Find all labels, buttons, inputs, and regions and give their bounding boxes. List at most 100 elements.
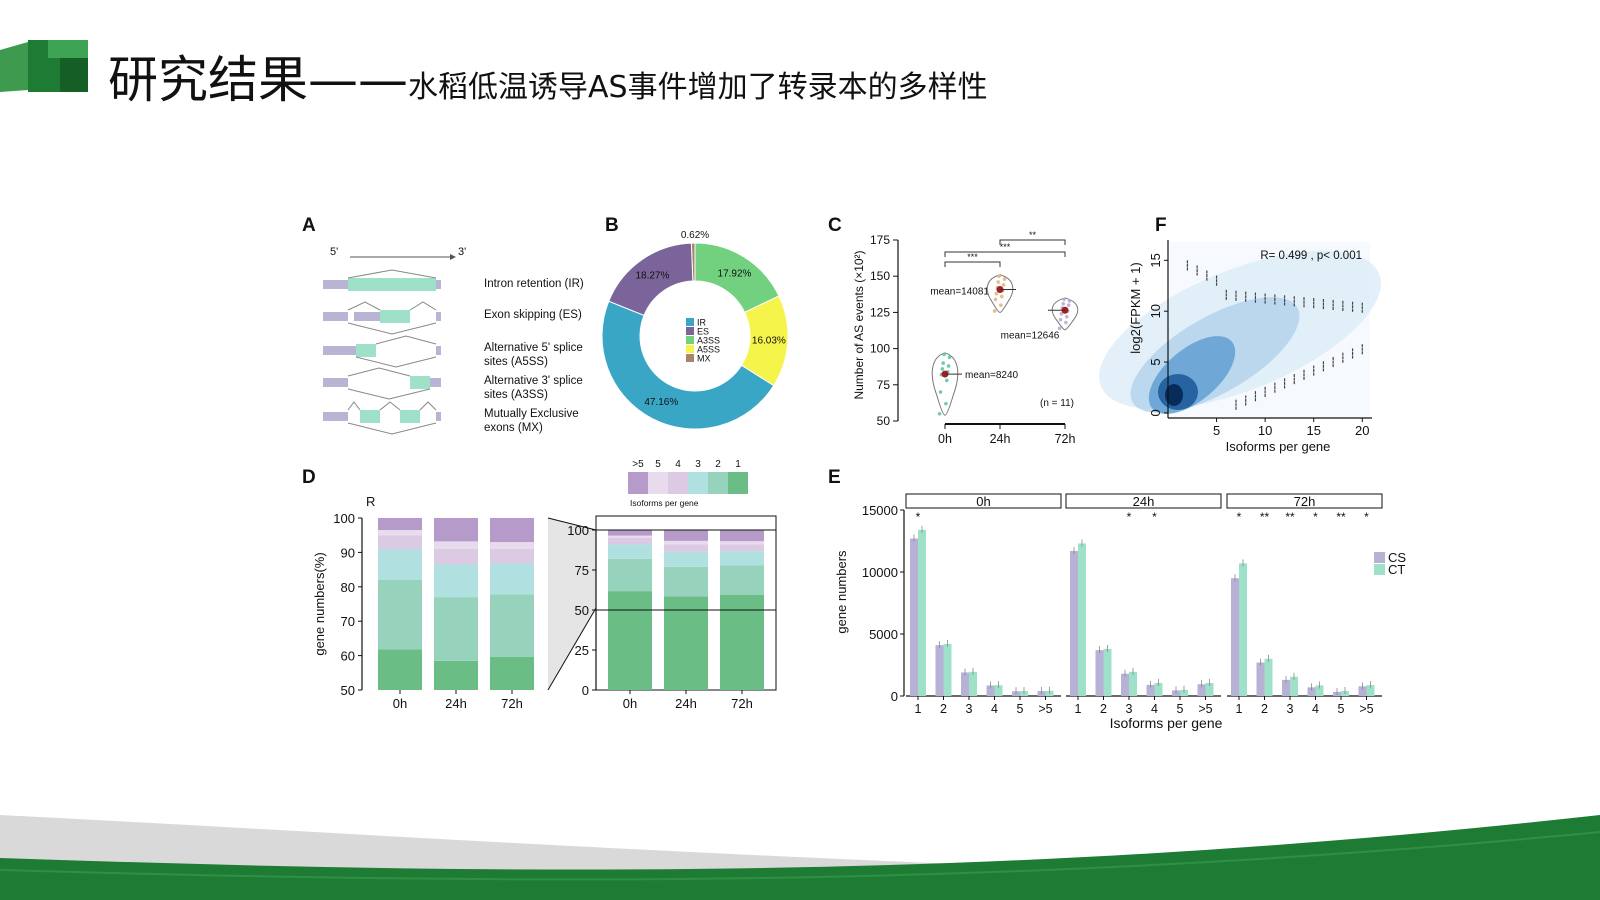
density-dot <box>1351 301 1354 305</box>
mean-label-24h: mean=14081 <box>930 287 989 298</box>
c-xtick-0h: 0h <box>938 432 952 446</box>
violin-point <box>993 297 998 302</box>
stack-segment-72h-3 <box>720 551 764 566</box>
title-main: 研究结果—— <box>108 51 408 109</box>
event-label-4b: sites (A3SS) <box>484 389 548 401</box>
c-ytick-50: 50 <box>877 414 891 428</box>
panel-f: F 5 10 15 20 0 5 10 15 R= 0.499 , p< 0.001 Isof… <box>1099 215 1381 454</box>
stack-segment-24h-3 <box>434 564 478 598</box>
violin-plot: 50 75 100 125 150 175 0h 24h 72h mean=8240 mean=14… <box>870 230 1079 446</box>
panel-f-xlabel: Isoforms per gene <box>1226 439 1331 454</box>
violin-point <box>1062 297 1066 302</box>
density-dot <box>1196 265 1198 269</box>
significance-bracket <box>944 251 1066 257</box>
density-dot <box>1283 385 1286 389</box>
stack-segment-72h-4 <box>720 544 764 552</box>
density-dot <box>1303 369 1305 373</box>
density-dot <box>1361 351 1363 355</box>
density-dot <box>1235 290 1237 294</box>
stack-segment-24h->5 <box>434 518 478 542</box>
c-xtick-24h: 24h <box>990 432 1011 446</box>
density-dot <box>1206 277 1208 281</box>
density-dot <box>1245 291 1247 295</box>
bar-0h-3-CS <box>961 672 969 696</box>
density-dot <box>1332 307 1334 311</box>
stack-segment-0h-1 <box>608 591 652 690</box>
isoform-legend: >5 5 4 3 2 1 <box>628 459 748 494</box>
bar-24h-3-CS <box>1121 673 1129 696</box>
bar-0h-4-CT <box>994 685 1003 696</box>
legend-label-mx: MX <box>697 354 711 364</box>
d-ytick-80: 80 <box>341 580 355 595</box>
panel-c-ylabel: Number of AS events (×10²) <box>852 250 866 399</box>
violin-point <box>1065 314 1069 319</box>
stack-segment-24h-5 <box>434 541 478 549</box>
e-significance: * <box>1127 510 1132 524</box>
bar-24h->5-CT <box>1205 682 1214 696</box>
density-dot <box>1342 356 1344 360</box>
e-significance: * <box>916 510 921 524</box>
panel-e-ylabel: gene numbers <box>834 550 849 634</box>
violin-point <box>941 361 945 365</box>
violin-point <box>999 303 1003 307</box>
bar-72h-2-CT <box>1264 658 1273 696</box>
violin-point <box>1058 317 1063 322</box>
violin-point <box>997 274 1001 279</box>
stack-segment-0h-5 <box>608 535 652 538</box>
event-label-4: Alternative 3' splice <box>484 375 583 387</box>
density-dot <box>1283 302 1286 306</box>
e-xtick-2: 2 <box>940 702 947 716</box>
isoform-legend-label-1: 1 <box>735 459 741 470</box>
isoform-legend-swatch->5 <box>628 472 648 494</box>
stack-segment-0h-3 <box>608 544 652 559</box>
e-significance: ** <box>1260 510 1270 524</box>
density-dot <box>1215 275 1218 279</box>
density-outlier-dots <box>1186 260 1363 410</box>
stack-segment-0h-4 <box>378 535 422 549</box>
violin-point <box>942 352 946 357</box>
stack-segment-72h-4 <box>490 548 534 564</box>
density-dot <box>1274 297 1276 301</box>
donut-chart: 0.62% 17.92% 16.03% 47.16% 18.27% <box>601 230 789 430</box>
density-dot <box>1313 372 1315 376</box>
d-ytick-90: 90 <box>341 545 355 560</box>
isoform-legend-label-3: 3 <box>695 459 701 470</box>
d-xtick-24h: 24h <box>675 696 697 711</box>
density-dot <box>1274 382 1276 386</box>
bar-24h-1-CT <box>1078 543 1086 696</box>
density-dot <box>1186 263 1189 267</box>
density-dot <box>1342 300 1344 304</box>
e-xtick-3: 3 <box>1287 702 1294 716</box>
density-dot <box>1264 297 1266 301</box>
density-dot <box>1332 364 1334 368</box>
density-dot <box>1225 289 1227 293</box>
e-significance: * <box>1313 510 1318 524</box>
stacked-bars-full: 0 25 50 75 100 0h 24h 72h <box>567 515 777 711</box>
facet-bar-chart: 0 5000 10000 15000 0h * 1 2 3 4 5 >5 24h 1 2 * 3 * 4 5 >5 72h… <box>862 493 1383 716</box>
bar-72h-4-CT <box>1315 685 1324 696</box>
density-dot <box>1342 307 1344 311</box>
e-ytick-15000: 15000 <box>862 503 898 518</box>
density-dot <box>1206 274 1208 278</box>
legend-swatch-es <box>686 327 694 335</box>
density-dot <box>1245 398 1247 402</box>
density-dot <box>1322 361 1325 365</box>
density-dot <box>1361 309 1363 313</box>
density-dot <box>1361 302 1363 306</box>
violin-point <box>1059 312 1064 316</box>
stack-segment-0h->5 <box>378 518 422 531</box>
event-diagram-a5ss <box>323 335 441 368</box>
d-ytick-75: 75 <box>575 563 589 578</box>
violin-point <box>1067 299 1072 303</box>
stack-segment-72h-2 <box>720 565 764 595</box>
density-dot <box>1235 297 1237 301</box>
bar-72h-1-CT <box>1239 563 1247 696</box>
density-dot <box>1225 293 1227 297</box>
panel-d: D R gene numbers(%) >5 5 4 3 2 1 Isoforms per… <box>302 459 777 711</box>
bar-72h-2-CS <box>1256 662 1265 696</box>
density-dot <box>1322 306 1325 310</box>
facet-strip-72h <box>1226 493 1383 509</box>
f-ytick-15: 15 <box>1148 253 1163 267</box>
stack-segment-0h-2 <box>378 579 422 650</box>
